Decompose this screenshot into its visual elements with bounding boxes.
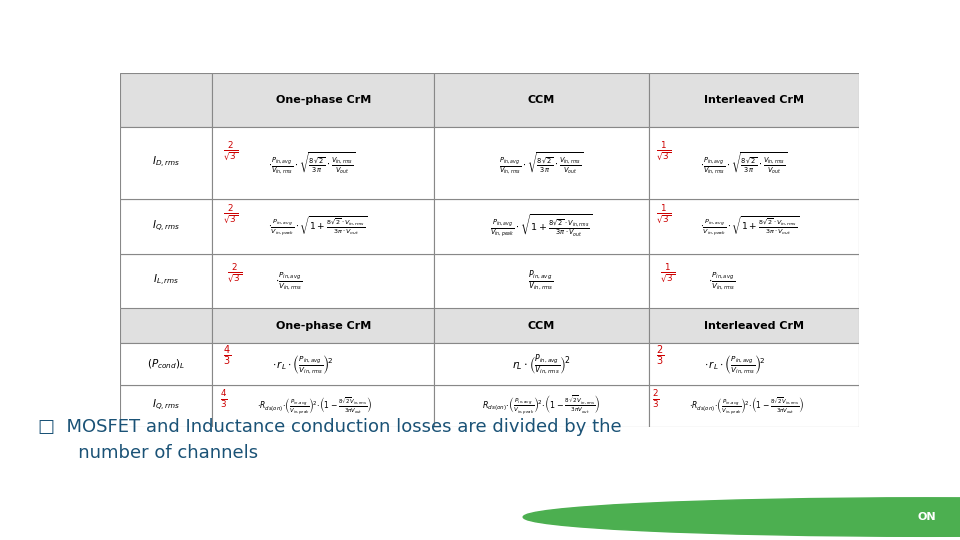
Text: $\cdot\frac{P_{in,avg}}{V_{in,rms}}$: $\cdot\frac{P_{in,avg}}{V_{in,rms}}$ <box>708 270 735 292</box>
Bar <box>649 254 859 308</box>
Text: Interleaved CrM: Interleaved CrM <box>704 321 804 330</box>
Bar <box>434 308 649 343</box>
Bar <box>120 385 212 427</box>
Text: $\cdot\, r_L\cdot\left(\frac{P_{in,avg}}{V_{in,rms}}\right)^{\!2}$: $\cdot\, r_L\cdot\left(\frac{P_{in,avg}}… <box>272 353 333 375</box>
Text: $\frac{2}{\sqrt{3}}$: $\frac{2}{\sqrt{3}}$ <box>228 262 243 285</box>
Text: Interleaved CrM: Interleaved CrM <box>704 95 804 105</box>
Bar <box>212 73 434 127</box>
Text: $\frac{2}{\sqrt{3}}$: $\frac{2}{\sqrt{3}}$ <box>224 203 239 226</box>
Bar <box>120 199 212 254</box>
Text: ON: ON <box>917 512 936 522</box>
Text: $\mathit{I_{Q,rms}}$: $\mathit{I_{Q,rms}}$ <box>152 399 180 413</box>
Circle shape <box>523 498 960 536</box>
Text: □  MOSFET and Inductance conduction losses are divided by the
       number of c: □ MOSFET and Inductance conduction losse… <box>38 418 622 462</box>
Bar <box>212 308 434 343</box>
Text: Interleaved reduces the conduction losses: Interleaved reduces the conduction losse… <box>12 24 611 48</box>
Bar <box>120 73 212 127</box>
Bar <box>212 343 434 385</box>
Bar <box>434 199 649 254</box>
Bar <box>649 343 859 385</box>
Bar <box>212 127 434 199</box>
Text: $\frac{4}{3}$: $\frac{4}{3}$ <box>220 388 228 410</box>
Text: CCM: CCM <box>528 95 555 105</box>
Bar <box>434 127 649 199</box>
Text: One-phase CrM: One-phase CrM <box>276 321 371 330</box>
Text: $(P_{cond})_L$: $(P_{cond})_L$ <box>147 357 185 371</box>
Bar <box>120 127 212 199</box>
Bar <box>212 199 434 254</box>
Bar <box>649 73 859 127</box>
Text: One-phase CrM: One-phase CrM <box>276 95 371 105</box>
Text: $\frac{2}{\sqrt{3}}$: $\frac{2}{\sqrt{3}}$ <box>224 139 239 163</box>
Text: $\cdot R_{ds(on)}\!\cdot\!\left(\frac{P_{in,avg}}{V_{in,peak}}\right)^{\!2}\!\cd: $\cdot R_{ds(on)}\!\cdot\!\left(\frac{P_… <box>256 395 372 416</box>
Text: $\frac{P_{in,avg}}{V_{in,rms}}$: $\frac{P_{in,avg}}{V_{in,rms}}$ <box>529 268 554 293</box>
Text: $\cdot\frac{P_{in,avg}}{V_{in,peak}}\cdot\sqrt{1+\frac{8\sqrt{2}\cdot V_{in,rms}: $\cdot\frac{P_{in,avg}}{V_{in,peak}}\cdo… <box>700 214 800 238</box>
Text: $\cdot\frac{P_{in,avg}}{V_{in,rms}}$: $\cdot\frac{P_{in,avg}}{V_{in,rms}}$ <box>276 270 302 292</box>
Text: $\frac{1}{\sqrt{3}}$: $\frac{1}{\sqrt{3}}$ <box>656 139 671 163</box>
Bar <box>434 254 649 308</box>
Bar <box>649 127 859 199</box>
Bar <box>120 343 212 385</box>
Bar <box>212 254 434 308</box>
Bar <box>434 385 649 427</box>
Text: 43: 43 <box>19 510 35 524</box>
Text: $\frac{4}{3}$: $\frac{4}{3}$ <box>224 344 231 368</box>
Bar <box>120 254 212 308</box>
Bar <box>212 385 434 427</box>
Text: CCM: CCM <box>528 321 555 330</box>
Text: $\cdot\, r_L\cdot\left(\frac{P_{in,avg}}{V_{in,rms}}\right)^{\!2}$: $\cdot\, r_L\cdot\left(\frac{P_{in,avg}}… <box>704 353 765 375</box>
Bar <box>120 308 212 343</box>
Text: $\frac{1}{\sqrt{3}}$: $\frac{1}{\sqrt{3}}$ <box>656 203 671 226</box>
Text: $R_{ds(on)}\!\cdot\!\left(\frac{P_{in,avg}}{V_{in,peak}}\right)^{\!2}\!\cdot\!\l: $R_{ds(on)}\!\cdot\!\left(\frac{P_{in,av… <box>482 394 601 417</box>
Text: $\cdot\frac{P_{in,avg}}{V_{in,rms}}\cdot\sqrt{\frac{8\sqrt{2}}{3\pi}\cdot\frac{V: $\cdot\frac{P_{in,avg}}{V_{in,rms}}\cdot… <box>268 150 355 176</box>
Text: $\mathit{I_{Q,rms}}$: $\mathit{I_{Q,rms}}$ <box>152 219 180 234</box>
Text: $\frac{1}{\sqrt{3}}$: $\frac{1}{\sqrt{3}}$ <box>660 262 675 285</box>
Text: ON Semiconductor®: ON Semiconductor® <box>826 512 934 522</box>
Text: $\cdot\frac{P_{in,avg}}{V_{in,rms}}\cdot\sqrt{\frac{8\sqrt{2}}{3\pi}\cdot\frac{V: $\cdot\frac{P_{in,avg}}{V_{in,rms}}\cdot… <box>700 150 788 176</box>
Text: $\cdot R_{ds(on)}\!\cdot\!\left(\frac{P_{in,avg}}{V_{in,peak}}\right)^{\!2}\!\cd: $\cdot R_{ds(on)}\!\cdot\!\left(\frac{P_… <box>689 395 804 416</box>
Bar <box>434 343 649 385</box>
Text: $\cdot\frac{P_{in,avg}}{V_{in,peak}}\cdot\sqrt{1+\frac{8\sqrt{2}\cdot V_{in,rms}: $\cdot\frac{P_{in,avg}}{V_{in,peak}}\cdo… <box>268 214 368 238</box>
Text: $\frac{P_{in,avg}}{V_{in,rms}}\cdot\sqrt{\frac{8\sqrt{2}}{3\pi}\cdot\frac{V_{in,: $\frac{P_{in,avg}}{V_{in,rms}}\cdot\sqrt… <box>499 150 584 176</box>
Text: $\mathit{I_{L,rms}}$: $\mathit{I_{L,rms}}$ <box>153 273 180 288</box>
Text: $\frac{2}{3}$: $\frac{2}{3}$ <box>656 344 664 368</box>
Text: $\mathit{I_{D,rms}}$: $\mathit{I_{D,rms}}$ <box>153 155 180 170</box>
Bar <box>649 308 859 343</box>
Bar <box>649 199 859 254</box>
Bar <box>649 385 859 427</box>
Bar <box>434 73 649 127</box>
Text: $r_L\cdot\left(\frac{P_{in,avg}}{V_{in,rms}}\right)^{\!2}$: $r_L\cdot\left(\frac{P_{in,avg}}{V_{in,r… <box>512 352 570 377</box>
Text: $\frac{2}{3}$: $\frac{2}{3}$ <box>652 388 660 410</box>
Text: $\frac{P_{in,avg}}{V_{in,peak}}\cdot\sqrt{1+\frac{8\sqrt{2}\cdot V_{in,rms}}{3\p: $\frac{P_{in,avg}}{V_{in,peak}}\cdot\sqr… <box>491 213 592 239</box>
